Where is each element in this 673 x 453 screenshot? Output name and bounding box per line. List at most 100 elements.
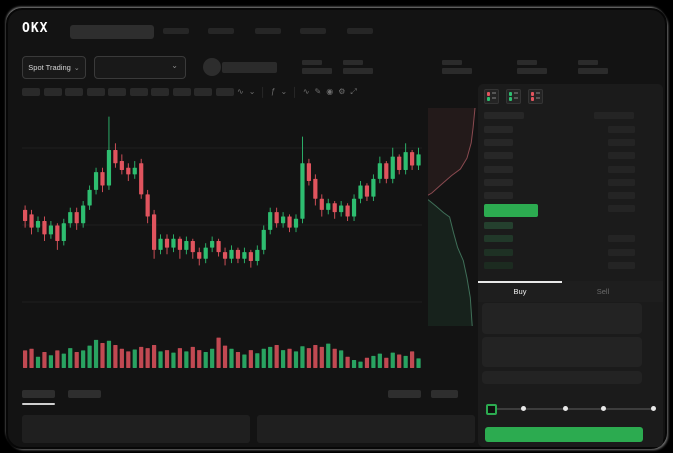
ob-right-row[interactable] <box>608 166 635 173</box>
last-price-highlight[interactable] <box>484 204 538 217</box>
ob-right-row[interactable] <box>608 152 635 159</box>
icon-bar-bottom <box>487 97 490 101</box>
draw-tool-icon[interactable]: ✎ <box>314 87 322 96</box>
book-bids-icon[interactable] <box>506 89 521 104</box>
bid-row[interactable] <box>484 222 513 229</box>
orders-tab-2[interactable] <box>68 390 101 398</box>
amount-slider-track[interactable] <box>487 408 655 410</box>
slider-mark-75[interactable] <box>601 406 606 411</box>
nav-item-2[interactable] <box>208 28 234 34</box>
slider-mark-25[interactable] <box>521 406 526 411</box>
icon-dash <box>492 92 496 94</box>
ask-row[interactable] <box>484 112 524 119</box>
ob-right-row[interactable] <box>608 249 635 256</box>
ask-row[interactable] <box>484 166 513 173</box>
chart-type-caret-icon[interactable]: ⌄ <box>248 87 256 96</box>
ob-right-row[interactable] <box>608 235 635 242</box>
orders-tab-1[interactable] <box>22 390 55 398</box>
timeframe-pill-4[interactable] <box>86 88 105 96</box>
active-bottom-tab-indicator <box>22 403 55 405</box>
slider-mark-100[interactable] <box>651 406 656 411</box>
timeframe-pill-2[interactable] <box>43 88 62 96</box>
ob-right-row[interactable] <box>608 126 635 133</box>
tab-buy[interactable]: Buy <box>513 287 527 296</box>
timeframe-pill-5[interactable] <box>108 88 126 96</box>
timeframe-pill-9[interactable] <box>194 88 212 96</box>
market-type-dropdown[interactable]: Spot Trading ⌄ <box>22 56 86 79</box>
stat-label-placeholder <box>517 60 537 65</box>
volume-bars <box>23 337 421 368</box>
nav-item-5[interactable] <box>347 28 373 34</box>
pair-name-placeholder <box>222 62 277 73</box>
indicators-icon[interactable]: ƒ <box>271 87 276 96</box>
fullscreen-icon[interactable]: ⤢ <box>350 87 357 96</box>
orders-table-left <box>22 415 250 443</box>
timeframe-pill-6[interactable] <box>129 88 148 96</box>
bid-row[interactable] <box>484 235 513 242</box>
timeframe-pill-3[interactable] <box>65 88 83 96</box>
stat-value-placeholder <box>302 68 332 74</box>
chevron-down-icon: ⌄ <box>171 61 178 70</box>
icon-dash <box>536 92 540 94</box>
amount-input[interactable] <box>482 337 642 367</box>
ask-row[interactable] <box>484 179 513 186</box>
ob-right-row[interactable] <box>594 112 634 119</box>
okx-logo: OKX <box>22 21 49 36</box>
orders-table-right <box>257 415 475 443</box>
book-asks-icon[interactable] <box>528 89 543 104</box>
candlestick-chart[interactable] <box>22 110 422 332</box>
chevron-down-icon: ⌄ <box>73 64 80 72</box>
nav-item-3[interactable] <box>255 28 281 34</box>
nav-item-4[interactable] <box>300 28 326 34</box>
stat-label-placeholder <box>578 60 598 65</box>
timeframe-pill-1[interactable] <box>22 88 40 96</box>
search-input[interactable] <box>70 25 154 39</box>
icon-bar-top <box>531 92 534 96</box>
bid-row[interactable] <box>484 249 513 256</box>
divider: │ <box>292 87 298 97</box>
ask-row[interactable] <box>484 192 513 199</box>
chart-type-icon[interactable]: ∿ <box>237 87 244 96</box>
buy-submit-button[interactable] <box>485 427 643 442</box>
icon-bar-bottom <box>531 97 534 101</box>
timeframe-pill-10[interactable] <box>215 88 234 96</box>
ob-right-row[interactable] <box>608 262 635 269</box>
trade-tabs: Buy Sell <box>478 281 663 302</box>
stat-value-placeholder <box>343 68 373 74</box>
ask-row[interactable] <box>484 139 513 146</box>
stat-value-placeholder <box>578 68 608 74</box>
settings-icon[interactable]: ⚙ <box>338 87 346 96</box>
depth-chart <box>428 108 476 326</box>
book-combined-icon[interactable] <box>484 89 499 104</box>
indicators-caret-icon[interactable]: ⌄ <box>280 87 288 96</box>
timeframe-pill-7[interactable] <box>151 88 169 96</box>
slider-mark-50[interactable] <box>563 406 568 411</box>
bid-row[interactable] <box>484 262 513 269</box>
line-tool-icon[interactable]: ∿ <box>302 87 310 96</box>
ask-row[interactable] <box>484 126 513 133</box>
ob-right-row[interactable] <box>608 192 635 199</box>
total-input[interactable] <box>482 371 642 384</box>
icon-bar-bottom <box>509 97 512 101</box>
stat-label-placeholder <box>343 60 363 65</box>
icon-dash <box>514 92 518 94</box>
nav-item-1[interactable] <box>163 28 189 34</box>
orders-filter-1[interactable] <box>388 390 421 398</box>
timeframe-pill-8[interactable] <box>172 88 191 96</box>
market-type-label: Spot Trading <box>28 63 71 72</box>
amount-slider-handle[interactable] <box>486 404 497 415</box>
ask-row[interactable] <box>484 152 513 159</box>
snapshot-icon[interactable]: ◉ <box>326 87 334 96</box>
orders-filter-2[interactable] <box>431 390 458 398</box>
ob-right-row[interactable] <box>608 139 635 146</box>
ob-right-row[interactable] <box>608 205 635 212</box>
stat-value-placeholder <box>517 68 547 74</box>
tab-sell[interactable]: Sell <box>596 287 610 296</box>
chart-tools: ∿ ⌄ │ ƒ ⌄ │ ∿ ✎ ◉ ⚙ ⤢ <box>237 87 357 97</box>
active-tab-indicator <box>478 281 562 283</box>
pair-selector-dropdown[interactable]: ⌄ <box>94 56 186 79</box>
coin-avatar <box>203 58 221 76</box>
ob-right-row[interactable] <box>608 179 635 186</box>
price-input[interactable] <box>482 303 642 334</box>
